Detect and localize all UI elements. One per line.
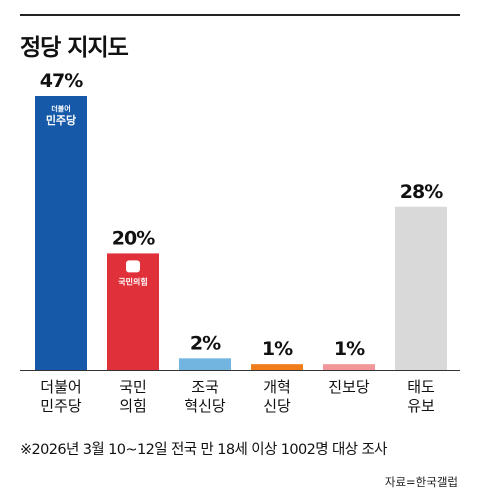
bar-5 — [395, 206, 447, 370]
bar-chart: 47% 더불어 민주당 20% 국민 의힘 2% 조국 혁신당 1% 개혁 신당 1% 진보당 28% 태도 유… — [20, 70, 460, 415]
bar-4 — [323, 364, 375, 370]
bar-2 — [179, 358, 231, 370]
bar-0 — [35, 96, 87, 370]
category-label-1: 국민 의힘 — [119, 378, 147, 415]
bar-1 — [107, 253, 159, 370]
logo-mark-shape — [126, 260, 140, 273]
category-label-0: 더불어 민주당 — [40, 378, 82, 415]
category-label-2: 조국 혁신당 — [184, 378, 226, 415]
value-label-4: 1% — [334, 338, 365, 360]
category-label-5: 태도 유보 — [407, 378, 435, 415]
value-label-2: 2% — [190, 332, 221, 354]
logo-main-text: 국민의힘 — [118, 276, 147, 286]
category-label-3: 개혁 신당 — [263, 378, 291, 415]
value-label-3: 1% — [262, 338, 293, 360]
value-label-1: 20% — [112, 227, 155, 249]
logo-top-text: 더불어 — [51, 104, 70, 113]
value-label-0: 47% — [40, 70, 83, 92]
logo-main-text: 민주당 — [46, 113, 76, 127]
chart-title: 정당 지지도 — [20, 35, 129, 61]
people-power-party-logo-icon: 국민의힘 — [118, 260, 148, 286]
survey-note: ※2026년 3월 10~12일 전국 만 18세 이상 1002명 대상 조사 — [20, 442, 388, 458]
top-rule — [20, 14, 460, 16]
value-label-5: 28% — [400, 181, 443, 203]
source-label: 자료=한국갤럽 — [384, 475, 458, 489]
bar-3 — [251, 364, 303, 370]
category-label-4: 진보당 — [328, 378, 370, 396]
